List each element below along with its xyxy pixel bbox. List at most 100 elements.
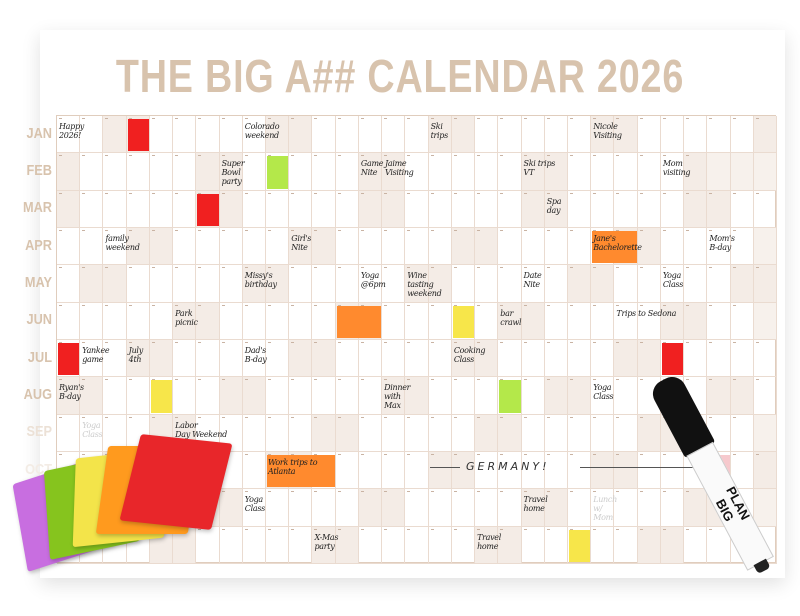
day-cell[interactable] [544, 526, 568, 564]
day-cell[interactable] [382, 302, 406, 340]
day-cell[interactable] [57, 228, 81, 266]
day-cell[interactable] [591, 190, 615, 228]
day-cell[interactable] [358, 265, 383, 303]
day-cell[interactable] [521, 265, 545, 303]
day-cell[interactable] [475, 489, 499, 527]
day-cell[interactable] [707, 153, 731, 191]
day-cell[interactable] [219, 302, 243, 340]
day-cell[interactable] [451, 302, 476, 340]
day-cell[interactable] [521, 228, 545, 266]
day-cell[interactable] [475, 452, 499, 490]
day-cell[interactable] [57, 190, 81, 228]
day-cell[interactable] [498, 489, 522, 527]
day-cell[interactable] [753, 452, 777, 490]
day-cell[interactable] [660, 116, 685, 154]
day-cell[interactable] [637, 489, 661, 527]
day-cell[interactable] [567, 377, 592, 415]
day-cell[interactable] [80, 414, 104, 452]
day-cell[interactable] [335, 340, 359, 378]
day-cell[interactable] [266, 302, 290, 340]
day-cell[interactable] [219, 228, 243, 266]
day-cell[interactable] [637, 265, 661, 303]
day-cell[interactable] [730, 228, 754, 266]
day-cell[interactable] [591, 414, 615, 452]
day-cell[interactable] [451, 265, 476, 303]
day-cell[interactable] [591, 340, 615, 378]
day-cell[interactable] [614, 489, 638, 527]
day-cell[interactable] [335, 489, 359, 527]
day-cell[interactable] [707, 302, 731, 340]
day-cell[interactable] [266, 340, 290, 378]
day-cell[interactable] [660, 526, 685, 564]
day-cell[interactable] [173, 265, 197, 303]
highlight-block-red[interactable] [58, 343, 80, 376]
day-cell[interactable] [660, 489, 685, 527]
day-cell[interactable] [80, 228, 104, 266]
day-cell[interactable] [707, 265, 731, 303]
day-cell[interactable] [196, 526, 220, 564]
day-cell[interactable] [219, 340, 243, 378]
day-cell[interactable] [753, 302, 777, 340]
day-cell[interactable] [242, 414, 267, 452]
day-cell[interactable] [451, 153, 476, 191]
day-cell[interactable] [637, 190, 661, 228]
day-cell[interactable] [684, 228, 708, 266]
day-cell[interactable] [173, 340, 197, 378]
day-cell[interactable] [149, 377, 174, 415]
day-cell[interactable] [80, 302, 104, 340]
day-cell[interactable] [312, 377, 336, 415]
day-cell[interactable] [405, 153, 429, 191]
day-cell[interactable] [544, 302, 568, 340]
day-cell[interactable] [498, 228, 522, 266]
day-cell[interactable] [126, 265, 150, 303]
day-cell[interactable] [498, 190, 522, 228]
day-cell[interactable] [335, 228, 359, 266]
day-cell[interactable] [242, 153, 267, 191]
day-cell[interactable] [149, 265, 174, 303]
day-cell[interactable] [80, 190, 104, 228]
day-cell[interactable] [451, 526, 476, 564]
day-cell[interactable] [544, 414, 568, 452]
day-cell[interactable] [57, 153, 81, 191]
day-cell[interactable] [405, 116, 429, 154]
highlight-block-yellow[interactable] [568, 529, 591, 562]
day-cell[interactable] [405, 340, 429, 378]
day-cell[interactable] [451, 414, 476, 452]
highlight-block-green[interactable] [499, 380, 521, 413]
day-cell[interactable] [57, 377, 81, 415]
day-cell[interactable] [567, 153, 592, 191]
day-cell[interactable] [567, 452, 592, 490]
day-cell[interactable] [730, 190, 754, 228]
day-cell[interactable] [382, 452, 406, 490]
day-cell[interactable] [498, 340, 522, 378]
day-cell[interactable] [521, 302, 545, 340]
day-cell[interactable] [614, 526, 638, 564]
day-cell[interactable] [289, 340, 313, 378]
day-cell[interactable] [57, 414, 81, 452]
day-cell[interactable] [219, 414, 243, 452]
day-cell[interactable] [544, 377, 568, 415]
day-cell[interactable] [428, 190, 452, 228]
day-cell[interactable] [196, 302, 220, 340]
day-cell[interactable] [753, 377, 777, 415]
highlight-block-green[interactable] [267, 156, 289, 189]
day-cell[interactable] [382, 228, 406, 266]
day-cell[interactable] [289, 414, 313, 452]
day-cell[interactable] [684, 116, 708, 154]
day-cell[interactable] [335, 153, 359, 191]
day-cell[interactable] [707, 116, 731, 154]
day-cell[interactable] [405, 377, 429, 415]
day-cell[interactable] [405, 265, 429, 303]
day-cell[interactable] [219, 190, 243, 228]
day-cell[interactable] [242, 302, 267, 340]
day-cell[interactable] [358, 489, 383, 527]
day-cell[interactable] [405, 302, 429, 340]
day-cell[interactable] [521, 340, 545, 378]
day-cell[interactable] [614, 452, 638, 490]
day-cell[interactable] [358, 153, 383, 191]
day-cell[interactable] [312, 153, 336, 191]
day-cell[interactable] [521, 489, 545, 527]
day-cell[interactable] [126, 153, 150, 191]
day-cell[interactable] [614, 377, 638, 415]
day-cell[interactable] [382, 340, 406, 378]
